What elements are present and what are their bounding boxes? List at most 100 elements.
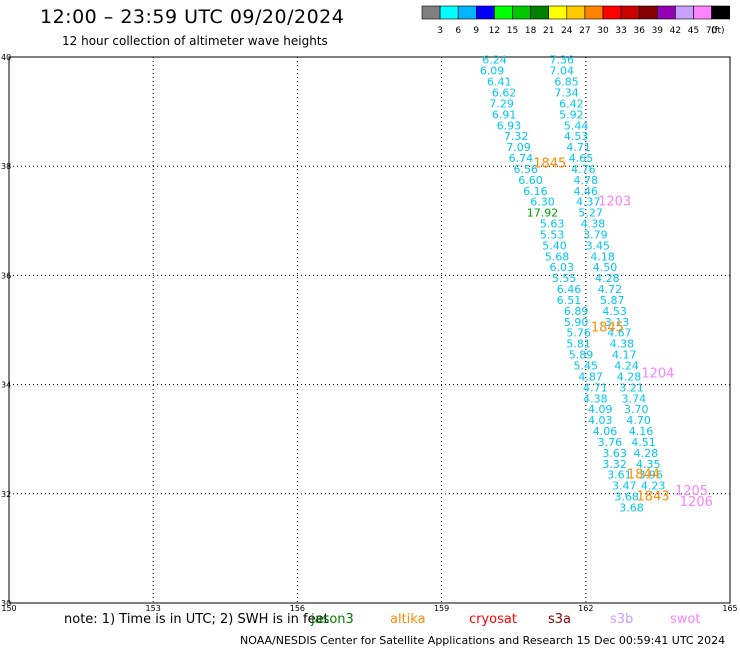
wave-height-point: 4.35: [636, 458, 661, 471]
wave-height-point: 1203: [598, 195, 631, 210]
wave-height-point: 3.79: [583, 228, 608, 241]
wave-height-point: 3.47: [612, 480, 637, 493]
footer-credit: NOAA/NESDIS Center for Satellite Applica…: [240, 634, 726, 647]
grid-lines: [9, 57, 730, 603]
colorbar-unit-label: (ft): [711, 26, 725, 35]
wave-height-point: 5.40: [542, 239, 567, 252]
wave-height-point: 6.30: [530, 196, 555, 209]
x-tick-label: 150: [1, 604, 16, 613]
colorbar-tick-label: 24: [561, 26, 573, 35]
wave-height-point: 7.32: [504, 130, 529, 143]
x-tick-label: 156: [290, 604, 305, 613]
wave-height-point: 3.13: [605, 316, 630, 329]
wave-height-point: 1843: [637, 490, 670, 505]
y-tick-label: 36: [1, 271, 11, 280]
wave-height-point: 1206: [680, 495, 713, 510]
colorbar-swatches: [421, 5, 731, 20]
wave-height-point: 6.56: [513, 163, 538, 176]
colorbar-swatch: [711, 5, 731, 20]
colorbar-tick-label: 12: [489, 26, 500, 35]
wave-height-point: 3.70: [624, 403, 649, 416]
colorbar-tick-label: 36: [633, 26, 645, 35]
y-tick-label: 34: [1, 381, 11, 390]
wave-height-point: 4.38: [581, 218, 606, 231]
wave-height-point: 4.71: [583, 381, 608, 394]
legend-altika: altika: [390, 612, 426, 627]
wave-height-point: 5.55: [552, 272, 577, 285]
wave-height-point: 1205: [675, 484, 708, 499]
wave-height-point: 4.53: [602, 305, 627, 318]
wave-height-point: 4.24: [614, 359, 639, 372]
wave-height-point: 4.87: [578, 370, 603, 383]
note-text: note: 1) Time is in UTC; 2) SWH is in fe…: [64, 612, 329, 627]
wave-height-point: 5.87: [600, 294, 625, 307]
wave-height-point: 4.17: [612, 349, 637, 362]
wave-height-point: 4.37: [576, 196, 601, 209]
wave-height-point: 5.53: [540, 228, 565, 241]
wave-height-point: 6.24: [482, 54, 507, 67]
colorbar-tick-label: 3: [437, 26, 443, 35]
wave-height-point: 6.42: [559, 97, 584, 110]
wave-height-point: 4.53: [564, 130, 589, 143]
colorbar-tick-label: 18: [525, 26, 537, 35]
wave-height-point: 4.09: [588, 403, 613, 416]
wave-height-point: 4.28: [595, 272, 620, 285]
colorbar-labels: 3 6 9 12 15 18 21 24 27 30 33 36 39 42 45 70: [437, 26, 717, 35]
wave-height-point: 4.70: [626, 414, 651, 427]
wave-height-point: 3.21: [619, 381, 644, 394]
wave-height-point: 6.93: [497, 119, 522, 132]
wave-height-point: 4.28: [634, 447, 659, 460]
wave-height-point: 4.50: [593, 261, 618, 274]
wave-height-point: 1844: [627, 468, 660, 483]
wave-height-point: 5.76: [566, 327, 591, 340]
colorbar-tick-label: 6: [455, 26, 461, 35]
colorbar-tick-label: 39: [652, 26, 664, 35]
wave-height-point: 6.91: [492, 108, 517, 121]
wave-height-point: 3.68: [619, 501, 644, 514]
y-tick-label: 32: [1, 490, 11, 499]
y-tick-label: 38: [1, 162, 11, 171]
wave-height-point: 4.03: [588, 414, 613, 427]
wave-height-point: 7.09: [506, 141, 531, 154]
wave-height-point: 7.29: [489, 97, 514, 110]
wave-height-point: 7.34: [554, 86, 579, 99]
y-tick-label: 40: [1, 53, 11, 62]
colorbar-tick-label: 21: [543, 26, 554, 35]
wave-height-point: 6.51: [557, 294, 582, 307]
wave-height-point: 5.81: [566, 338, 591, 351]
x-tick-label: 165: [722, 604, 737, 613]
colorbar-tick-label: 27: [579, 26, 590, 35]
wave-height-point: 1845: [591, 320, 624, 335]
wave-height-point: 6.46: [557, 283, 582, 296]
wave-height-point: 4.06: [593, 425, 618, 438]
wave-height-point: 7.36: [550, 54, 575, 67]
wave-height-point: 4.76: [571, 163, 596, 176]
wave-height-point: 5.44: [564, 119, 589, 132]
chart-title: 12:00 – 23:59 UTC 09/20/2024: [40, 6, 345, 28]
chart-subtitle: 12 hour collection of altimeter wave hei…: [62, 34, 328, 48]
wave-height-point: 5.92: [559, 108, 584, 121]
wave-height-point: 3.61: [607, 469, 632, 482]
wave-height-point: 4.38: [610, 338, 635, 351]
wave-height-point: 5.68: [545, 250, 570, 263]
wave-height-point: 3.32: [602, 458, 627, 471]
x-tick-label: 153: [146, 604, 161, 613]
wave-height-point: 5.45: [574, 359, 599, 372]
wave-height-point: 6.16: [523, 185, 548, 198]
colorbar-tick-label: 42: [670, 26, 681, 35]
colorbar-tick-label: 9: [473, 26, 479, 35]
data-points: 6.246.096.416.627.296.916.937.327.096.74…: [480, 54, 713, 515]
wave-height-point: 4.51: [631, 436, 656, 449]
wave-height-point: 4.67: [607, 327, 632, 340]
legend-s3a: s3a: [548, 612, 572, 627]
wave-height-point: 4.16: [629, 425, 654, 438]
wave-height-point: 4.65: [569, 152, 594, 165]
wave-height-point: 3.96: [638, 469, 663, 482]
wave-height-point: 1845: [533, 156, 566, 171]
legend-swot: swot: [670, 612, 701, 627]
colorbar-tick-label: 33: [615, 26, 626, 35]
wave-height-point: 7.04: [550, 65, 575, 78]
legend-cryosat: cryosat: [469, 612, 517, 627]
plot-frame: [8, 56, 731, 604]
wave-height-point: 5.27: [578, 207, 603, 220]
